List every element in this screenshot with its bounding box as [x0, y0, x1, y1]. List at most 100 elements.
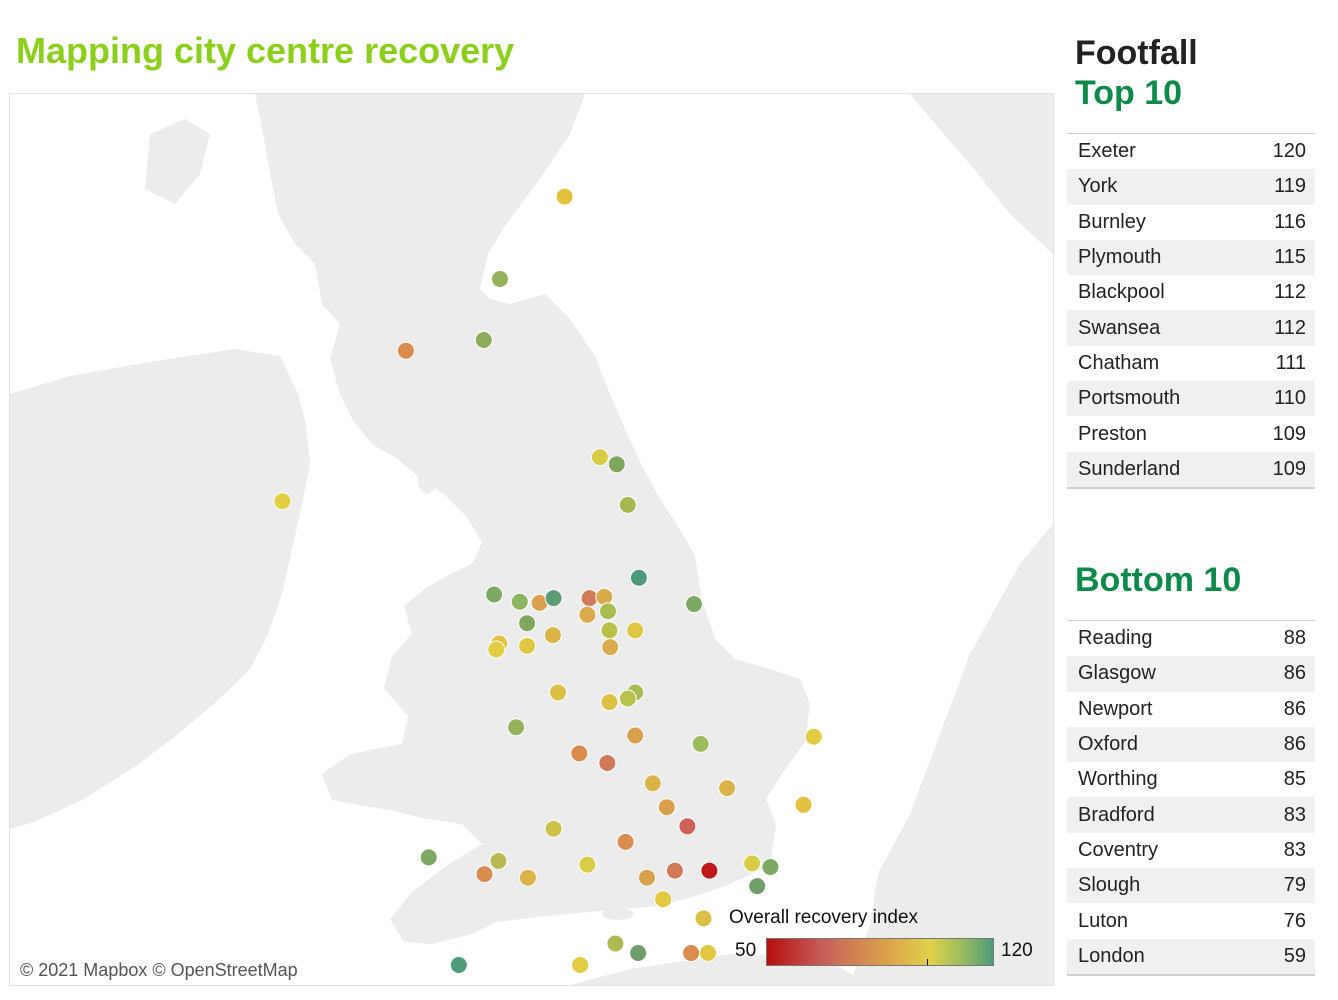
city-marker[interactable] [606, 934, 625, 953]
city-marker[interactable] [626, 621, 645, 640]
city-marker[interactable] [691, 734, 710, 753]
city-value: 115 [1274, 246, 1306, 269]
city-value: 111 [1275, 351, 1306, 374]
isle-of-wight [602, 908, 634, 920]
city-marker[interactable] [599, 602, 617, 621]
city-value: 86 [1283, 697, 1306, 720]
city-value: 112 [1274, 316, 1306, 339]
city-value: 86 [1283, 662, 1306, 685]
city-name: Bradford [1078, 803, 1155, 826]
city-marker[interactable] [449, 956, 468, 974]
city-name: Luton [1078, 909, 1129, 932]
city-marker[interactable] [761, 858, 780, 876]
city-marker[interactable] [629, 568, 648, 587]
city-marker[interactable] [273, 492, 292, 511]
city-name: Slough [1078, 874, 1141, 897]
city-marker[interactable] [638, 868, 656, 887]
city-marker[interactable] [549, 683, 567, 702]
city-marker[interactable] [678, 817, 697, 836]
table-row: York 119 [1067, 169, 1315, 205]
table-row: Preston 109 [1067, 416, 1315, 451]
isle-of-man [418, 466, 436, 494]
city-marker[interactable] [570, 744, 589, 763]
city-marker[interactable] [700, 861, 719, 880]
table-row: Luton 76 [1067, 903, 1315, 938]
city-value: 59 [1283, 944, 1306, 967]
city-marker[interactable] [578, 605, 597, 624]
city-name: Oxford [1078, 733, 1139, 756]
city-marker[interactable] [618, 495, 637, 514]
map-attribution[interactable]: © 2021 Mapbox © OpenStreetMap [20, 960, 298, 980]
continental-europe-landmass [850, 524, 1053, 985]
table-row: Reading 88 [1067, 621, 1315, 656]
city-marker[interactable] [518, 868, 537, 887]
table-row: Chatham 111 [1067, 346, 1315, 381]
city-name: Portsmouth [1078, 387, 1181, 410]
city-marker[interactable] [571, 956, 590, 974]
city-marker[interactable] [474, 331, 493, 349]
city-marker[interactable] [544, 819, 563, 838]
city-name: Newport [1078, 697, 1153, 720]
table-row: Glasgow 86 [1067, 656, 1315, 692]
city-name: Glasgow [1078, 662, 1156, 685]
city-marker[interactable] [748, 877, 767, 896]
city-marker[interactable] [485, 585, 504, 604]
city-marker[interactable] [544, 589, 563, 608]
norway-landmass [910, 94, 1053, 254]
legend-min-label: 50 [735, 940, 757, 961]
city-marker[interactable] [607, 455, 626, 474]
city-marker[interactable] [618, 689, 637, 708]
city-marker[interactable] [507, 718, 526, 737]
city-marker[interactable] [699, 944, 717, 962]
footfall-heading: Footfall [1075, 34, 1198, 72]
city-value: 119 [1274, 175, 1306, 198]
great-britain-landmass [255, 94, 810, 944]
city-value: 110 [1274, 387, 1306, 410]
table-row: Blackpool 112 [1067, 275, 1315, 310]
city-marker[interactable] [578, 855, 597, 874]
city-marker[interactable] [601, 638, 620, 657]
city-marker[interactable] [598, 754, 617, 772]
city-marker[interactable] [794, 795, 813, 814]
city-marker[interactable] [419, 848, 438, 867]
city-name: Burnley [1078, 210, 1146, 233]
city-marker[interactable] [685, 595, 703, 614]
city-marker[interactable] [555, 187, 574, 206]
city-marker[interactable] [487, 640, 506, 659]
city-marker[interactable] [626, 726, 645, 745]
city-marker[interactable] [665, 861, 684, 880]
city-marker[interactable] [657, 798, 676, 817]
city-marker[interactable] [600, 693, 619, 712]
legend-max-label: 120 [1001, 940, 1033, 961]
city-value: 86 [1283, 733, 1306, 756]
table-row: Bradford 83 [1067, 797, 1315, 833]
city-marker[interactable] [743, 854, 762, 873]
city-marker[interactable] [475, 865, 494, 884]
city-name: Worthing [1078, 768, 1158, 791]
city-marker[interactable] [694, 909, 713, 928]
city-marker[interactable] [489, 852, 508, 870]
city-marker[interactable] [804, 727, 823, 746]
legend-tick [927, 959, 928, 965]
city-marker[interactable] [682, 944, 701, 962]
city-marker[interactable] [396, 341, 415, 360]
city-marker[interactable] [629, 944, 648, 962]
table-row: Worthing 85 [1067, 762, 1315, 797]
city-value: 79 [1283, 874, 1306, 897]
city-marker[interactable] [600, 621, 619, 640]
city-name: Coventry [1078, 838, 1159, 861]
city-name: York [1078, 175, 1118, 198]
city-marker[interactable] [518, 614, 537, 633]
city-marker[interactable] [718, 779, 737, 798]
city-marker[interactable] [491, 270, 509, 288]
table-row: Plymouth 115 [1067, 239, 1315, 276]
ireland-landmass [10, 349, 310, 829]
city-marker[interactable] [654, 890, 673, 909]
city-marker[interactable] [510, 592, 529, 611]
city-marker[interactable] [543, 626, 562, 645]
city-marker[interactable] [518, 636, 537, 655]
city-marker[interactable] [590, 448, 609, 467]
city-marker[interactable] [616, 832, 635, 851]
city-marker[interactable] [643, 774, 662, 793]
map-panel[interactable]: Overall recovery index 50 120 © 2021 Map… [9, 93, 1054, 986]
